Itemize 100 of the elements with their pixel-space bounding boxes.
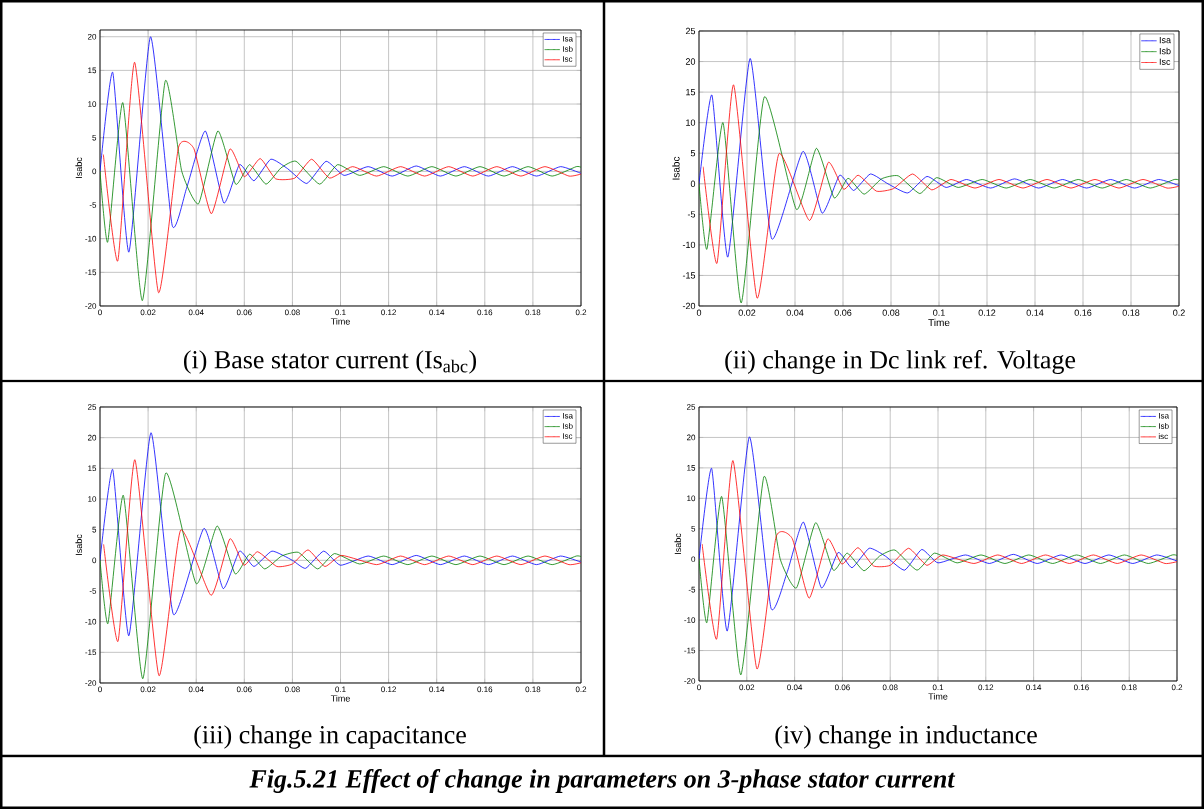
x-tick-label: 0.04	[787, 684, 803, 691]
legend-label: Isc	[1159, 58, 1171, 65]
x-tick-label: 0.06	[834, 684, 850, 691]
legend-label: Isb	[1159, 422, 1169, 429]
y-tick-label: 25	[686, 404, 696, 410]
y-tick-label: 20	[87, 33, 97, 40]
x-tick-label: 0.18	[525, 309, 541, 316]
x-tick-label: 0.04	[188, 686, 204, 693]
x-tick-label: 0.1	[933, 309, 945, 316]
x-tick-label: 0.1	[932, 684, 944, 691]
x-tick-label: 0.02	[738, 309, 756, 316]
y-tick-label: -5	[89, 588, 97, 594]
y-tick-label: 0	[92, 168, 97, 175]
caption: Fig.5.21 Effect of change in parameters on 3-phase stator current	[249, 769, 956, 793]
x-tick-label: 0.18	[1122, 309, 1140, 316]
x-tick-label: 0.02	[739, 684, 755, 691]
x-tick-label: 0.14	[1026, 309, 1044, 316]
x-tick-label: 0.02	[140, 309, 156, 316]
x-tick-label: 0.02	[140, 686, 156, 693]
x-axis-title: Time	[330, 318, 350, 325]
legend-label: Isc	[563, 433, 573, 439]
x-tick-label: 0.08	[284, 309, 300, 316]
y-tick-label: 25	[685, 27, 696, 35]
x-tick-label: 0.06	[236, 686, 252, 693]
y-tick-label: 10	[88, 101, 97, 107]
y-axis-title: Isabc	[672, 156, 680, 180]
y-tick-label: -15	[85, 269, 97, 276]
y-tick-label: 20	[87, 434, 97, 441]
y-tick-label: 5	[690, 150, 696, 157]
x-tick-label: 0.14	[1026, 684, 1042, 691]
y-tick-label: 15	[686, 88, 696, 96]
y-tick-label: -15	[684, 647, 696, 654]
line-series	[699, 58, 1180, 258]
y-tick-label: -5	[89, 202, 97, 208]
x-tick-label: 0.04	[188, 309, 204, 316]
x-tick-label: 0	[98, 309, 102, 316]
x-tick-label: 0.16	[1074, 309, 1092, 316]
x-tick-label: 0.18	[1121, 684, 1137, 691]
text: (iii) change in capacitance	[194, 725, 466, 749]
line-series	[100, 432, 582, 637]
y-tick-label: 20	[686, 434, 696, 441]
y-axis-title: Isabc	[75, 534, 83, 555]
x-tick-label: 0.2	[1171, 684, 1183, 691]
legend-label: Isa	[1159, 412, 1170, 419]
y-tick-label: -10	[684, 617, 696, 623]
x-tick-label: 0.08	[882, 684, 898, 691]
y-tick-label: 15	[88, 465, 97, 472]
y-axis-title: Isabc	[75, 157, 83, 178]
legend-label: Isa	[563, 35, 574, 42]
y-tick-label: -15	[682, 272, 696, 279]
x-axis-title: Time	[928, 693, 948, 700]
text: (ii) change in Dc link ref. Voltage	[725, 350, 1076, 374]
y-tick-label: -5	[688, 586, 696, 593]
y-tick-label: 5	[691, 525, 696, 532]
y-tick-label: 10	[88, 496, 97, 502]
y-tick-label: -20	[684, 678, 696, 684]
x-tick-label: 0.12	[978, 309, 996, 316]
x-tick-label: 0.04	[786, 309, 804, 316]
x-tick-label: 0.16	[477, 309, 493, 316]
y-tick-label: -10	[85, 618, 97, 625]
y-tick-label: -5	[687, 211, 696, 218]
y-tick-label: 10	[687, 495, 696, 502]
x-tick-label: 0.2	[575, 686, 587, 693]
x-tick-label: 0.2	[575, 309, 587, 316]
y-tick-label: 5	[92, 526, 97, 533]
y-tick-label: -20	[682, 302, 696, 310]
x-tick-label: 0.06	[236, 309, 252, 316]
y-tick-label: 0	[691, 556, 696, 563]
x-tick-label: 0.16	[1073, 684, 1089, 691]
text: (iv) change in inductance	[775, 725, 1037, 749]
x-tick-label: 0.16	[477, 686, 493, 693]
x-tick-label: 0.1	[335, 309, 346, 316]
legend-label: Isa	[1159, 36, 1172, 44]
y-tick-label: 0	[92, 557, 97, 564]
y-tick-label: 15	[687, 465, 696, 471]
legend-label: Isc	[563, 56, 573, 62]
x-tick-label: 0.18	[525, 686, 541, 693]
x-axis-title: Time	[928, 318, 950, 327]
x-tick-label: 0	[696, 309, 702, 316]
text: (i) Base stator current (Is$_{abc}$)	[183, 350, 477, 374]
y-tick-label: -10	[682, 241, 696, 249]
x-tick-label: 0.08	[882, 309, 900, 316]
legend-label: Isa	[563, 412, 574, 419]
x-tick-label: 0.14	[429, 309, 445, 316]
x-tick-label: 0.12	[978, 684, 994, 691]
x-tick-label: 0.1	[335, 686, 346, 693]
legend-label: Isb	[563, 45, 573, 52]
y-tick-label: -15	[85, 649, 97, 656]
y-tick-label: 25	[87, 404, 97, 410]
legend-label: isc	[1158, 433, 1168, 440]
y-tick-label: -10	[85, 235, 97, 242]
y-tick-label: 15	[88, 67, 97, 74]
x-axis-title: Time	[330, 695, 350, 702]
legend-label: Isb	[563, 422, 573, 429]
y-tick-label: 10	[686, 119, 696, 126]
y-tick-label: -20	[85, 303, 97, 309]
x-tick-label: 0.2	[1173, 309, 1185, 316]
line-series	[100, 36, 582, 253]
x-tick-label: 0.12	[381, 686, 396, 693]
y-tick-label: 5	[92, 134, 97, 141]
